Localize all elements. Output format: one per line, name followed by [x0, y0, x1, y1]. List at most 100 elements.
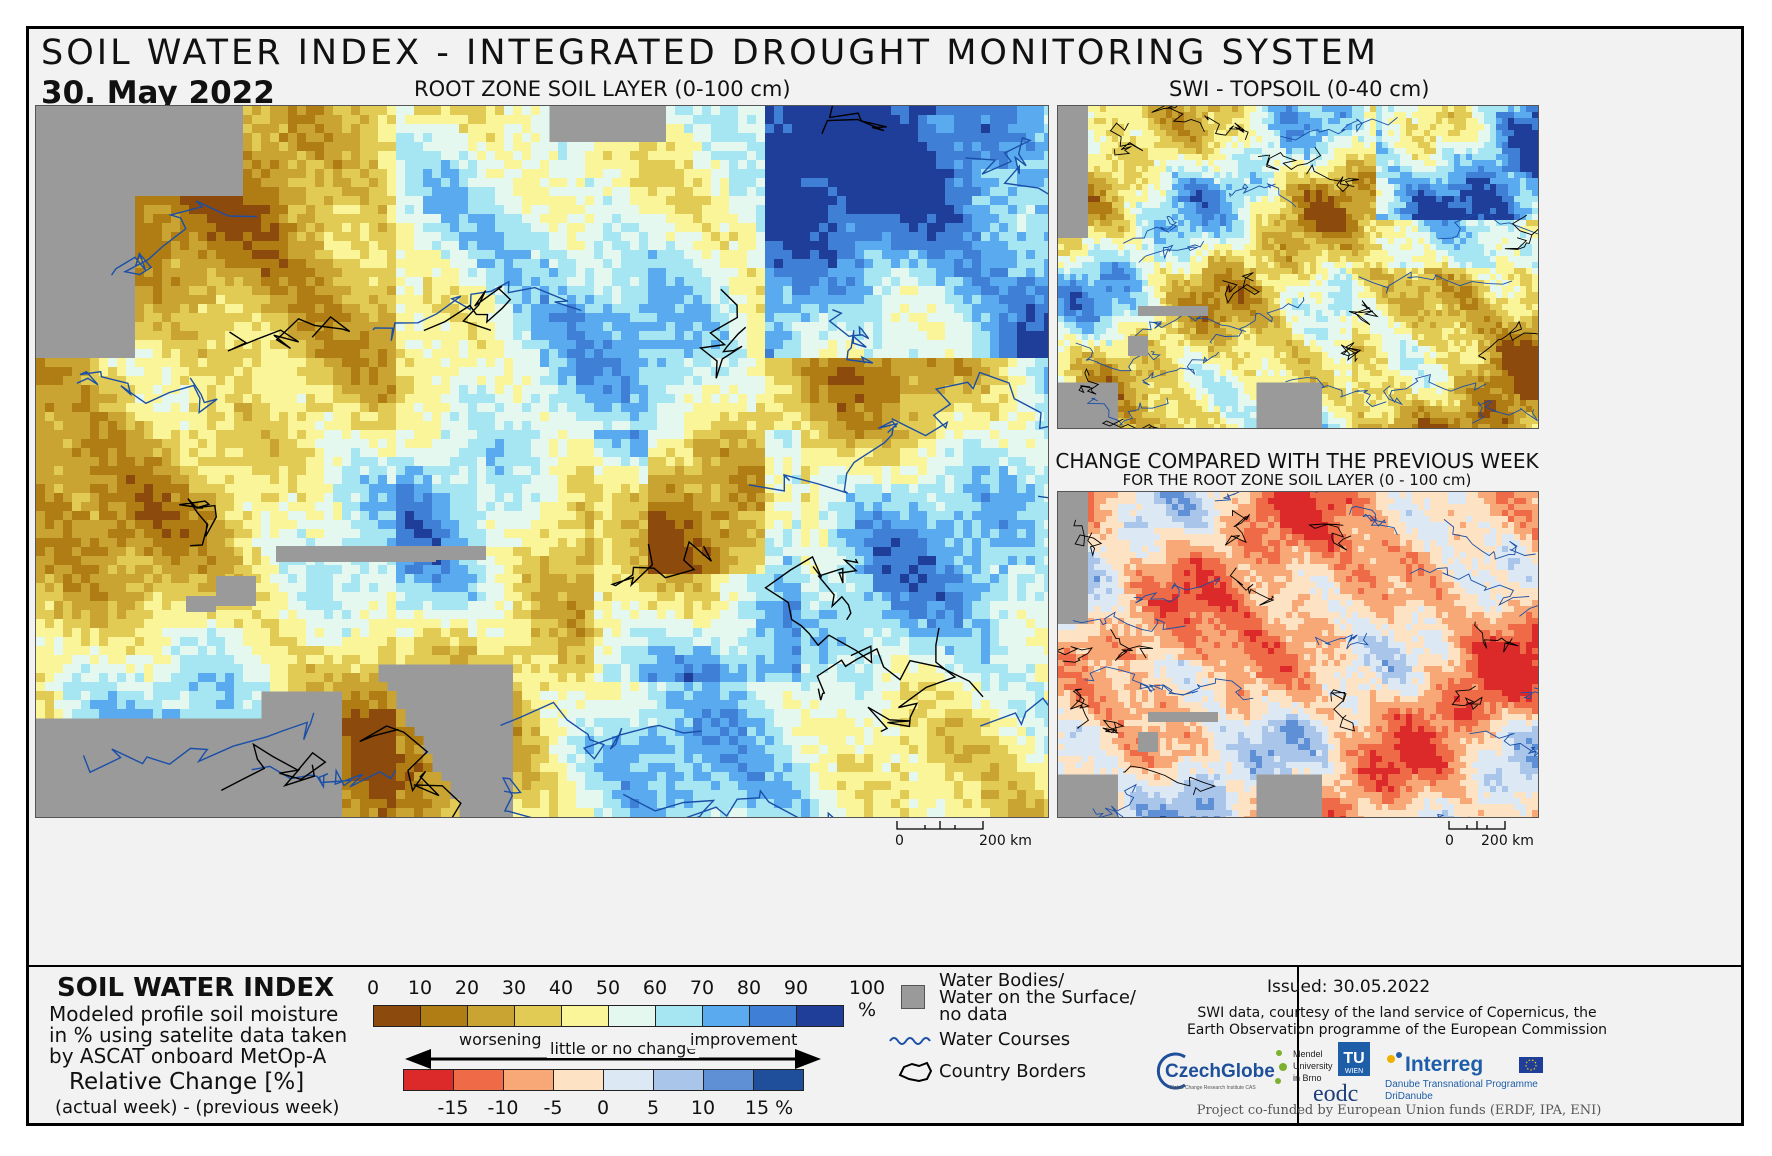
legend-title: SOIL WATER INDEX — [57, 973, 335, 1003]
swi-tick-label: 60 — [642, 977, 668, 999]
swi-swatch — [467, 1005, 515, 1027]
water-bodies-line: no data — [939, 1004, 1008, 1025]
worsening-label: worsening — [457, 1030, 544, 1049]
no-data-area — [186, 596, 216, 612]
change-tick-label: 15 % — [744, 1097, 794, 1119]
no-data-area — [1148, 712, 1218, 722]
credits-divider — [1297, 965, 1299, 1123]
country-borders-layer — [179, 106, 984, 817]
improvement-label: improvement — [688, 1030, 800, 1049]
change-map-label: CHANGE COMPARED WITH THE PREVIOUS WEEK — [1055, 449, 1539, 473]
data-source: SWI data, courtesy of the land service o… — [1157, 1005, 1637, 1039]
swi-tick-label: 40 — [548, 977, 574, 999]
water-bodies-line: Water on the Surface/ — [939, 987, 1136, 1008]
water-courses-layer — [76, 136, 1048, 817]
relative-change-desc: (actual week) - (previous week) — [55, 1097, 340, 1118]
small-scale-bar — [1447, 819, 1507, 837]
main-map-label: ROOT ZONE SOIL LAYER (0-100 cm) — [414, 77, 791, 101]
country-borders-label: Country Borders — [939, 1061, 1086, 1082]
swi-tick-label: 70 — [689, 977, 715, 999]
eodc-logo: eodc — [1311, 1079, 1381, 1113]
change-direction-arrow — [403, 1029, 823, 1069]
legend-desc-line: Modeled profile soil moisture — [49, 1002, 339, 1026]
swi-swatch — [420, 1005, 468, 1027]
topsoil-map-label: SWI - TOPSOIL (0-40 cm) — [1169, 77, 1430, 101]
raster-layer — [36, 106, 1048, 817]
swi-tick-label: 50 — [595, 977, 621, 999]
swi-swatch — [561, 1005, 609, 1027]
swi-tick-label: 80 — [736, 977, 762, 999]
water-bodies-line: Water Bodies/ — [939, 970, 1065, 991]
change-tick-label: -10 — [487, 1097, 519, 1119]
swi-swatch — [608, 1005, 656, 1027]
water-bodies-label: Water Bodies/ Water on the Surface/ no d… — [939, 970, 1136, 1025]
water-courses-layer — [1075, 117, 1538, 426]
issued-date: Issued: 30.05.2022 — [1267, 977, 1431, 997]
legend-desc-line: in % using satelite data taken — [49, 1023, 348, 1047]
czechglobe-logo: CzechGlobe Global Change Research Instit… — [1155, 1051, 1305, 1095]
root-zone-map — [35, 105, 1049, 818]
change-tick-label: 5 — [646, 1097, 660, 1119]
small-scale-start: 0 — [1445, 833, 1454, 849]
topsoil-map-canvas — [1058, 106, 1538, 428]
swi-tick-label: 30 — [501, 977, 527, 999]
no-data-area — [1138, 306, 1208, 316]
page-title: SOIL WATER INDEX - INTEGRATED DROUGHT MO… — [41, 33, 1379, 73]
water-courses-layer — [1072, 492, 1538, 817]
double-arrow-icon — [405, 1049, 821, 1069]
main-scale-end: 200 km — [979, 833, 1032, 849]
swi-swatch — [749, 1005, 797, 1027]
no-data-area — [1128, 336, 1148, 356]
map-poster: SOIL WATER INDEX - INTEGRATED DROUGHT MO… — [26, 26, 1744, 1126]
change-tick-label: -5 — [543, 1097, 563, 1119]
raster-layer — [1058, 106, 1538, 428]
country-borders-layer — [1078, 106, 1538, 428]
scale-bar-icon — [896, 821, 984, 830]
change-tick-label: -15 — [437, 1097, 469, 1119]
data-source-line: Earth Observation programme of the Europ… — [1186, 1022, 1608, 1038]
main-scale-bar — [895, 819, 985, 837]
scale-bar-icon — [1448, 821, 1506, 830]
swi-color-scale: 0 10 20 30 40 50 60 70 80 90 100 % — [367, 969, 885, 1049]
change-swatch — [753, 1069, 804, 1091]
tu-wien-logo: TU WIEN — [1337, 1041, 1371, 1085]
change-tick-label: 0 — [596, 1097, 610, 1119]
no-data-area — [216, 576, 256, 606]
legend-divider — [29, 965, 1741, 967]
main-scale-start: 0 — [895, 833, 904, 849]
swi-tick-label: 20 — [454, 977, 480, 999]
no-data-area — [436, 546, 486, 560]
swi-tick-label: 100 % — [848, 977, 886, 1021]
no-data-area — [276, 546, 436, 562]
swi-swatch — [373, 1005, 421, 1027]
change-swatch — [503, 1069, 554, 1091]
raster-layer — [1058, 492, 1538, 817]
water-bodies-swatch — [901, 985, 925, 1009]
no-data-area — [1138, 732, 1158, 752]
interreg-logo: Interreg Danube Transnational Programme … — [1381, 1047, 1549, 1111]
change-map-sublabel: FOR THE ROOT ZONE SOIL LAYER (0 - 100 cm… — [1122, 471, 1472, 489]
small-scale-end: 200 km — [1481, 833, 1534, 849]
country-border-icon — [897, 1059, 933, 1089]
swi-tick-label: 10 — [407, 977, 433, 999]
change-map — [1057, 491, 1539, 818]
legend-desc-line: by ASCAT onboard MetOp-A — [49, 1044, 327, 1068]
data-source-line: SWI data, courtesy of the land service o… — [1197, 1005, 1597, 1021]
root-zone-map-canvas — [36, 106, 1048, 817]
change-color-scale: -15 -10 -5 0 5 10 15 % — [403, 1069, 823, 1129]
change-swatch — [603, 1069, 654, 1091]
water-course-icon — [889, 1032, 937, 1051]
water-courses-label: Water Courses — [939, 1029, 1071, 1050]
change-swatch — [653, 1069, 704, 1091]
change-tick-label: 10 — [690, 1097, 716, 1119]
swi-swatch — [702, 1005, 750, 1027]
swi-swatch — [796, 1005, 844, 1027]
funding-note: Project co-funded by European Union fund… — [1196, 1103, 1602, 1118]
change-swatch — [553, 1069, 604, 1091]
swi-tick-label: 0 — [366, 977, 380, 999]
change-swatch — [403, 1069, 454, 1091]
little-change-label: little or no change — [547, 1039, 700, 1058]
swi-swatch — [514, 1005, 562, 1027]
swi-swatch — [655, 1005, 703, 1027]
swi-tick-label: 90 — [783, 977, 809, 999]
